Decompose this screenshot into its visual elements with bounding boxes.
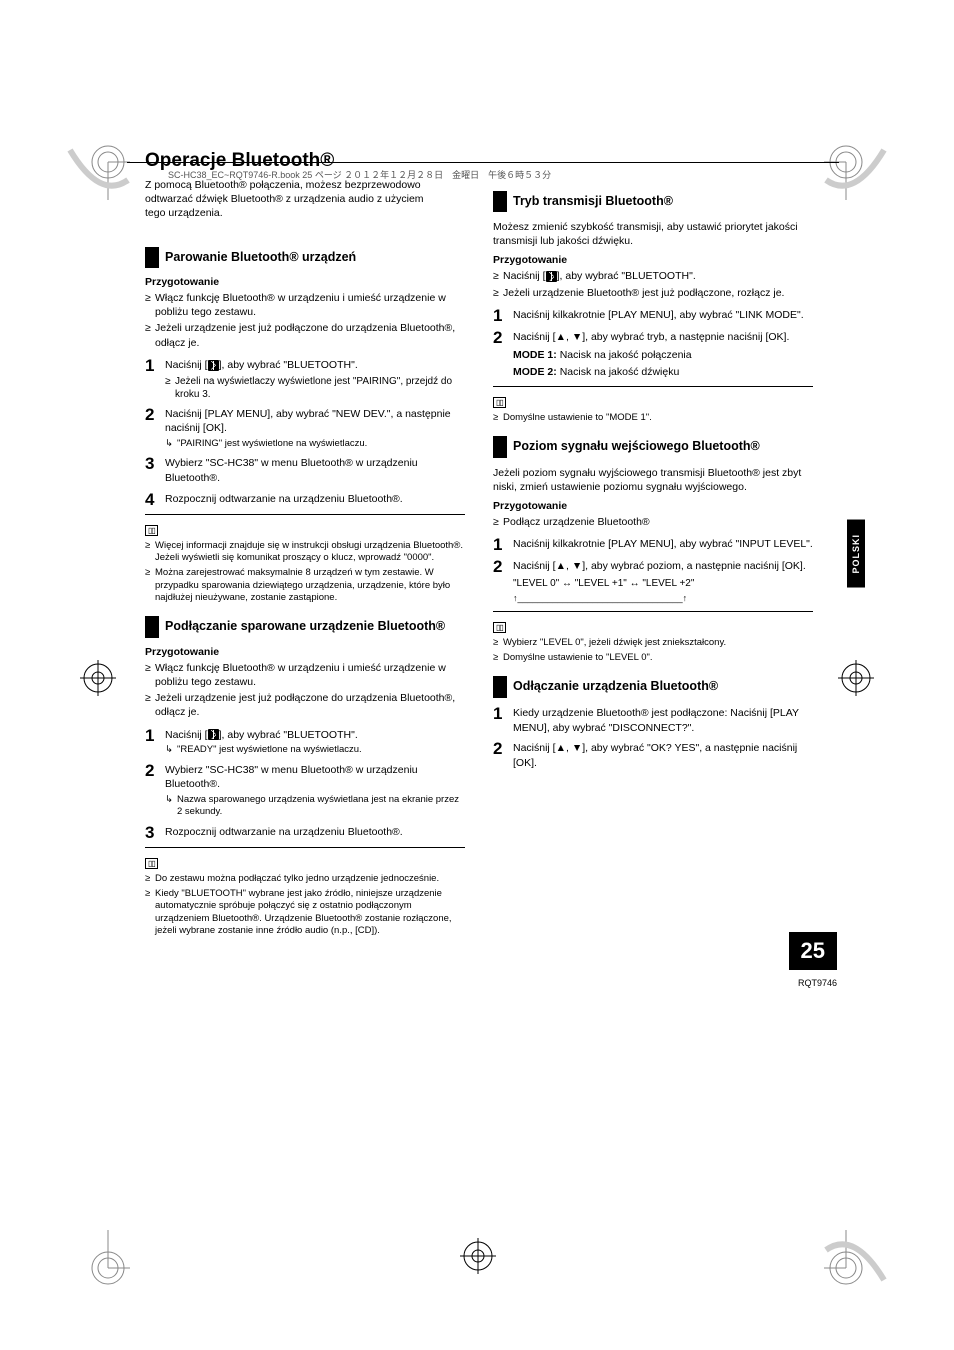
step-2: 2 Naciśnij [▲, ▼], aby wybrać tryb, a na…: [493, 330, 813, 380]
section-intro: Możesz zmienić szybkość transmisji, aby …: [493, 220, 813, 248]
step-1: 1Naciśnij kilkakrotnie [PLAY MENU], aby …: [493, 537, 813, 553]
sub-note: Jeżeli na wyświetlaczy wyświetlone jest …: [165, 375, 465, 401]
notes-list: Wybierz "LEVEL 0", jeżeli dźwięk jest zn…: [493, 637, 813, 665]
prep-label: Przygotowanie: [145, 646, 465, 658]
prep-bullets: Naciśnij [], aby wybrać "BLUETOOTH". Jeż…: [493, 269, 813, 299]
note: Kiedy "BLUETOOTH" wybrane jest jako źród…: [145, 888, 465, 937]
notes-list: Do zestawu można podłączać tylko jedno u…: [145, 873, 465, 938]
level-display: "LEVEL 0" ↔ "LEVEL +1" ↔ "LEVEL +2": [513, 577, 813, 591]
page-title: Operacje Bluetooth®: [145, 150, 825, 172]
bullet: Włącz funkcję Bluetooth® w urządzeniu i …: [145, 661, 465, 689]
arrow-note: "PAIRING" jest wyświetlone na wyświetlac…: [165, 438, 465, 450]
step-2: 2 Wybierz "SC-HC38" w menu Bluetooth® w …: [145, 763, 465, 819]
section-transmission-mode: Tryb transmisji Bluetooth®: [493, 191, 813, 213]
left-column: Parowanie Bluetooth® urządzeń Przygotowa…: [145, 235, 465, 941]
bullet: Podłącz urządzenie Bluetooth®: [493, 515, 813, 529]
note: Domyślne ustawienie to "MODE 1".: [493, 412, 813, 424]
mode-1: MODE 1: Nacisk na jakość połączenia: [513, 348, 813, 363]
section-pairing: Parowanie Bluetooth® urządzeń: [145, 247, 465, 269]
arrow-note: Nazwa sparowanego urządzenia wyświetlana…: [165, 794, 465, 819]
notes-list: Więcej informacji znajduje się w instruk…: [145, 540, 465, 605]
note-icon: ▯▯: [145, 858, 158, 869]
divider: [145, 514, 465, 515]
note-icon: ▯▯: [493, 622, 506, 633]
note-icon: ▯▯: [145, 525, 158, 536]
right-column: Tryb transmisji Bluetooth® Możesz zmieni…: [493, 179, 813, 941]
step-2: 2 Naciśnij [PLAY MENU], aby wybrać "NEW …: [145, 407, 465, 451]
mode-2: MODE 2: Nacisk na jakość dźwięku: [513, 365, 813, 380]
step-3: 3Wybierz "SC-HC38" w menu Bluetooth® w u…: [145, 456, 465, 485]
registration-left: [80, 660, 116, 696]
prep-bullets: Podłącz urządzenie Bluetooth®: [493, 515, 813, 529]
note: Można zarejestrować maksymalnie 8 urządz…: [145, 567, 465, 604]
prep-label: Przygotowanie: [145, 276, 465, 288]
note: Do zestawu można podłączać tylko jedno u…: [145, 873, 465, 885]
crop-mark-tr: [824, 140, 894, 210]
note-icon: ▯▯: [493, 397, 506, 408]
level-arrows: ↑_________________________________↑: [513, 592, 813, 605]
crop-mark-br: [824, 1220, 894, 1290]
section-connect-paired: Podłączanie sparowane urządzenie Bluetoo…: [145, 616, 465, 638]
note: Więcej informacji znajduje się w instruk…: [145, 540, 465, 565]
bullet: Jeżeli urządzenie jest już podłączone do…: [145, 321, 465, 349]
note: Wybierz "LEVEL 0", jeżeli dźwięk jest zn…: [493, 637, 813, 649]
bullet: Naciśnij [], aby wybrać "BLUETOOTH".: [493, 269, 813, 283]
step-1: 1 Naciśnij [], aby wybrać "BLUETOOTH". "…: [145, 728, 465, 757]
prep-bullets: Włącz funkcję Bluetooth® w urządzeniu i …: [145, 661, 465, 720]
notes-list: Domyślne ustawienie to "MODE 1".: [493, 412, 813, 424]
registration-right: [838, 660, 874, 696]
arrow-note: "READY" jest wyświetlone na wyświetlaczu…: [165, 744, 465, 756]
prep-label: Przygotowanie: [493, 254, 813, 266]
divider: [493, 611, 813, 612]
page-number: 25: [789, 932, 837, 970]
step-2: 2Naciśnij [▲, ▼], aby wybrać "OK? YES", …: [493, 741, 813, 770]
crop-mark-bl: [60, 1220, 130, 1290]
bullet: Włącz funkcję Bluetooth® w urządzeniu i …: [145, 291, 465, 319]
step-1: 1Kiedy urządzenie Bluetooth® jest podłąc…: [493, 706, 813, 735]
step-2: 2 Naciśnij [▲, ▼], aby wybrać poziom, a …: [493, 559, 813, 604]
bluetooth-icon: [208, 360, 219, 371]
bullet: Jeżeli urządzenie jest już podłączone do…: [145, 691, 465, 719]
language-tab: POLSKI: [847, 520, 865, 588]
step-4: 4Rozpocznij odtwarzanie na urządzeniu Bl…: [145, 492, 465, 508]
prep-bullets: Włącz funkcję Bluetooth® w urządzeniu i …: [145, 291, 465, 350]
registration-bottom: [460, 1238, 496, 1274]
section-input-level: Poziom sygnału wejściowego Bluetooth®: [493, 436, 813, 458]
note: Domyślne ustawienie to "LEVEL 0".: [493, 652, 813, 664]
section-intro: Jeżeli poziom sygnału wyjściowego transm…: [493, 466, 813, 494]
step-1: 1 Naciśnij [], aby wybrać "BLUETOOTH". J…: [145, 358, 465, 401]
bluetooth-icon: [546, 271, 557, 282]
divider: [145, 847, 465, 848]
intro-text: Z pomocą Bluetooth® połączenia, możesz b…: [145, 178, 425, 221]
bullet: Jeżeli urządzenie Bluetooth® jest już po…: [493, 286, 813, 300]
bluetooth-icon: [208, 729, 219, 740]
page-content: Operacje Bluetooth® Z pomocą Bluetooth® …: [145, 150, 825, 1200]
divider: [493, 386, 813, 387]
step-3: 3Rozpocznij odtwarzanie na urządzeniu Bl…: [145, 825, 465, 841]
crop-mark-tl: [60, 140, 130, 210]
step-1: 1Naciśnij kilkakrotnie [PLAY MENU], aby …: [493, 308, 813, 324]
doc-code: RQT9746: [798, 978, 837, 988]
prep-label: Przygotowanie: [493, 500, 813, 512]
section-disconnect: Odłączanie urządzenia Bluetooth®: [493, 676, 813, 698]
